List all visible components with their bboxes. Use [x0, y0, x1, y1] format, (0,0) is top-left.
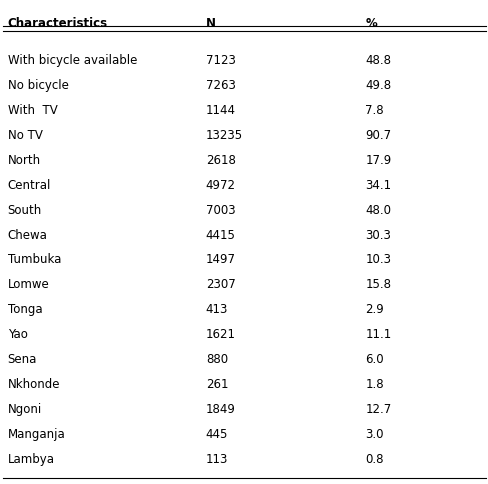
- Text: Nkhonde: Nkhonde: [8, 378, 60, 390]
- Text: 4972: 4972: [205, 178, 235, 191]
- Text: 2307: 2307: [205, 278, 235, 291]
- Text: 445: 445: [205, 427, 228, 440]
- Text: 90.7: 90.7: [365, 129, 391, 141]
- Text: 1849: 1849: [205, 402, 235, 415]
- Text: 34.1: 34.1: [365, 178, 391, 191]
- Text: 11.1: 11.1: [365, 328, 391, 341]
- Text: Central: Central: [8, 178, 51, 191]
- Text: 30.3: 30.3: [365, 228, 390, 241]
- Text: 7.8: 7.8: [365, 104, 383, 117]
- Text: 13235: 13235: [205, 129, 243, 141]
- Text: Lambya: Lambya: [8, 452, 55, 465]
- Text: 7003: 7003: [205, 203, 235, 216]
- Text: 261: 261: [205, 378, 228, 390]
- Text: Tonga: Tonga: [8, 302, 42, 316]
- Text: Manganja: Manganja: [8, 427, 65, 440]
- Text: 4415: 4415: [205, 228, 235, 241]
- Text: N: N: [205, 17, 215, 30]
- Text: 880: 880: [205, 352, 227, 365]
- Text: 12.7: 12.7: [365, 402, 391, 415]
- Text: 17.9: 17.9: [365, 153, 391, 166]
- Text: 1.8: 1.8: [365, 378, 383, 390]
- Text: 48.0: 48.0: [365, 203, 390, 216]
- Text: With  TV: With TV: [8, 104, 57, 117]
- Text: With bicycle available: With bicycle available: [8, 54, 137, 67]
- Text: 10.3: 10.3: [365, 253, 390, 266]
- Text: %: %: [365, 17, 376, 30]
- Text: 2.9: 2.9: [365, 302, 384, 316]
- Text: Ngoni: Ngoni: [8, 402, 42, 415]
- Text: 413: 413: [205, 302, 228, 316]
- Text: 2618: 2618: [205, 153, 235, 166]
- Text: 1144: 1144: [205, 104, 235, 117]
- Text: No TV: No TV: [8, 129, 42, 141]
- Text: 1621: 1621: [205, 328, 235, 341]
- Text: Lomwe: Lomwe: [8, 278, 49, 291]
- Text: 49.8: 49.8: [365, 79, 391, 92]
- Text: 1497: 1497: [205, 253, 235, 266]
- Text: 6.0: 6.0: [365, 352, 383, 365]
- Text: No bicycle: No bicycle: [8, 79, 68, 92]
- Text: North: North: [8, 153, 41, 166]
- Text: Characteristics: Characteristics: [8, 17, 107, 30]
- Text: Chewa: Chewa: [8, 228, 47, 241]
- Text: Tumbuka: Tumbuka: [8, 253, 61, 266]
- Text: 0.8: 0.8: [365, 452, 383, 465]
- Text: Yao: Yao: [8, 328, 27, 341]
- Text: 48.8: 48.8: [365, 54, 390, 67]
- Text: 3.0: 3.0: [365, 427, 383, 440]
- Text: 113: 113: [205, 452, 228, 465]
- Text: South: South: [8, 203, 42, 216]
- Text: Sena: Sena: [8, 352, 37, 365]
- Text: 7123: 7123: [205, 54, 235, 67]
- Text: 7263: 7263: [205, 79, 235, 92]
- Text: 15.8: 15.8: [365, 278, 390, 291]
